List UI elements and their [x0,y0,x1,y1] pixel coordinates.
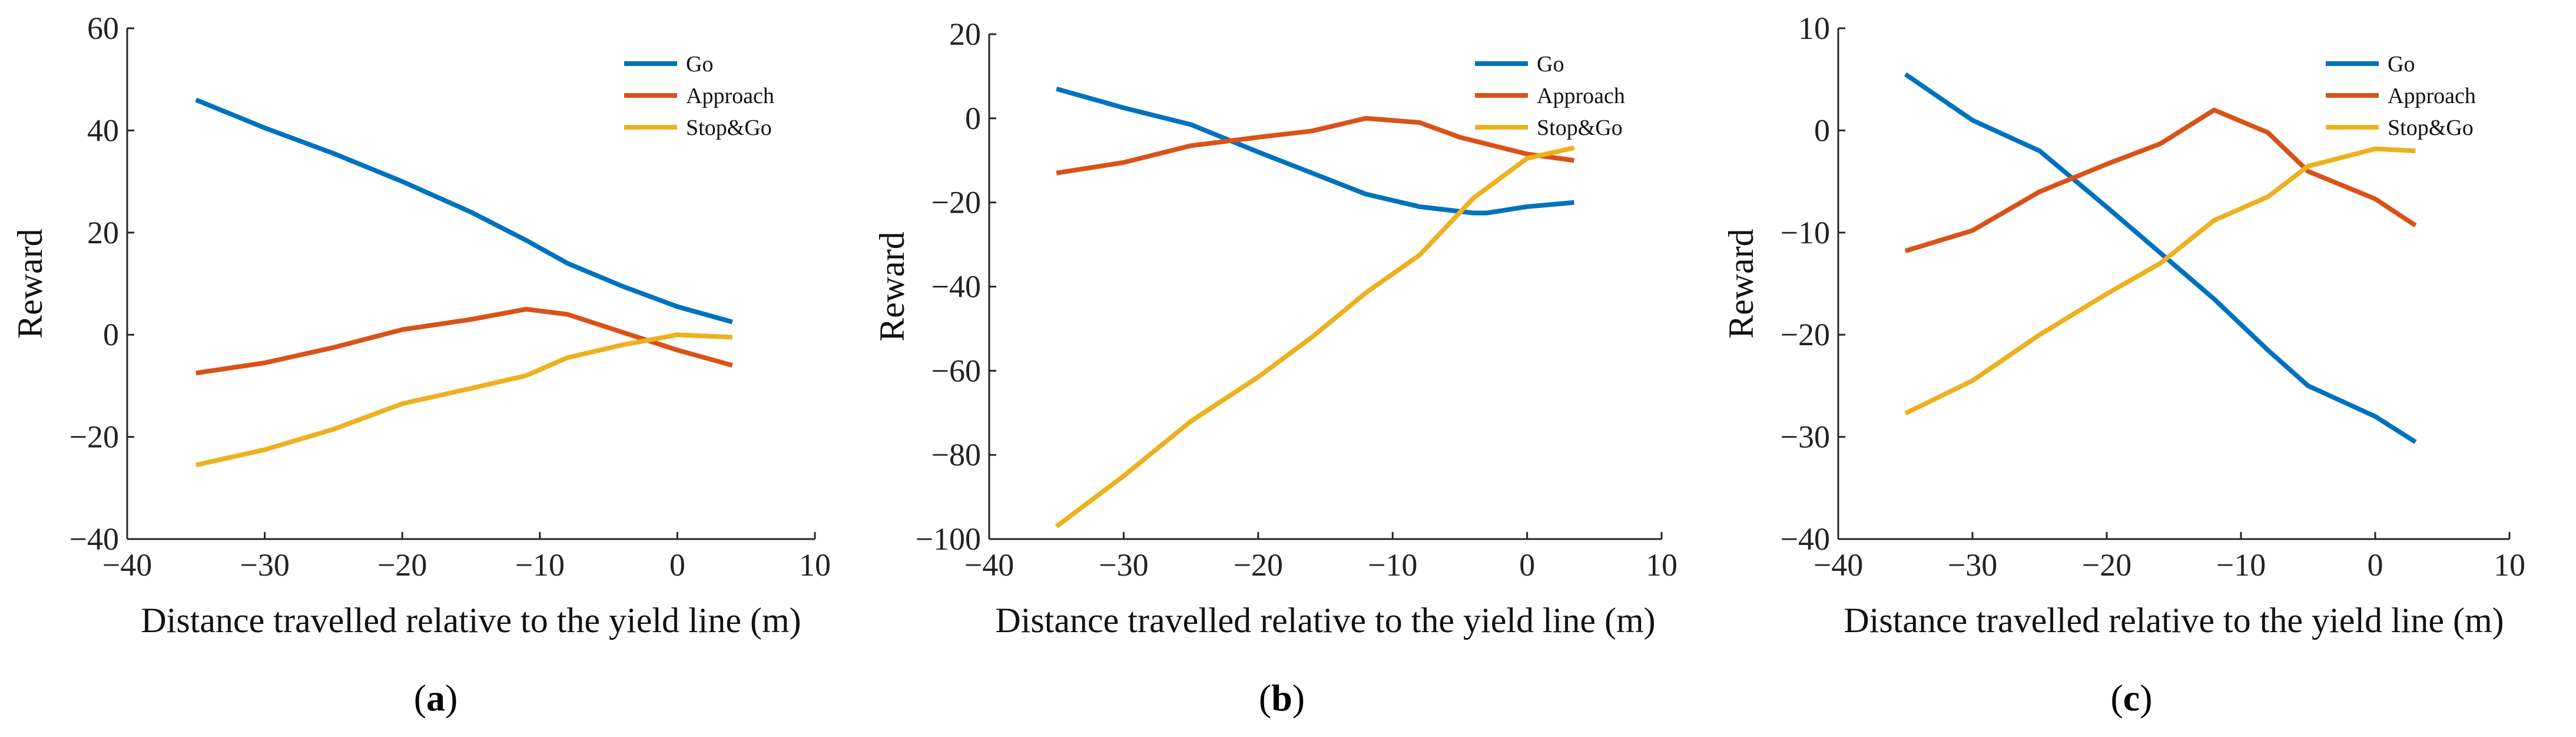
x-axis-label: Distance travelled relative to the yield… [995,601,1655,640]
x-axis-label: Distance travelled relative to the yield… [1844,601,2504,640]
x-tick-label: −30 [1948,547,1997,583]
x-tick-label: 0 [1519,547,1535,583]
x-tick-label: −40 [1814,547,1863,583]
legend-entry-label: Go [2388,52,2415,77]
y-tick-label: −60 [931,353,981,388]
legend-entry-label: Stop&Go [2388,115,2474,140]
x-tick-label: −10 [1368,547,1417,583]
panel-label: (b) [1259,677,1305,719]
x-tick-label: 10 [799,547,831,583]
x-tick-label: −10 [515,547,565,583]
legend-entry-label: Approach [2388,84,2476,108]
y-tick-label: 20 [949,16,981,52]
y-tick-label: 40 [87,113,119,148]
y-tick-label: −20 [1781,317,1830,352]
x-tick-label: 0 [669,547,685,583]
legend-entry-label: Go [1537,52,1564,77]
series-line-go [1056,86,1574,216]
y-tick-label: −80 [931,437,981,472]
x-axis-label: Distance travelled relative to the yield… [141,601,801,640]
series-line-stop-go [1055,145,1575,528]
x-tick-label: 0 [2368,547,2383,583]
legend-entry-label: Go [686,52,713,77]
y-tick-label: −40 [1781,521,1830,557]
legend-entry-label: Stop&Go [1537,115,1623,140]
chart-panel-a: −40 −30 −20 −10 0 10 −40 −20 0 20 40 60 Distance tra… [11,11,831,719]
y-tick-label: 0 [103,317,119,352]
x-tick-label: −20 [377,547,427,583]
y-axis-label: Reward [873,232,911,342]
y-axis-label: Reward [1722,229,1761,339]
chart-panel-b: −40 −30 −20 −10 0 10−100−80−60−40−20020Distan… [873,16,1677,719]
series-line-stop-go [195,332,732,468]
panel-label-letter: b [1271,677,1292,719]
y-tick-label: −30 [1781,419,1830,455]
panel-label-letter: a [426,677,445,719]
legend-entry-label: Approach [686,84,774,108]
y-tick-label: 0 [1814,113,1830,148]
x-tick-label: −40 [964,547,1014,583]
y-tick-label: −20 [931,185,981,220]
y-tick-label: −20 [69,419,119,455]
panel-label-letter: c [2123,677,2140,719]
legend: Go Approach Stop&Go [2326,52,2476,140]
y-axis-label: Reward [11,229,49,339]
legend: Go Approach Stop&Go [1475,52,1625,140]
series-line-approach [1056,115,1575,176]
legend: Go Approach Stop&Go [624,52,774,140]
series-line-approach [1904,107,2417,253]
y-tick-label: 60 [87,11,119,46]
y-tick-label: 0 [965,101,981,136]
x-tick-label: −20 [2082,547,2131,583]
y-tick-label: −40 [931,269,981,305]
x-tick-label: −10 [2216,547,2266,583]
x-tick-label: −30 [1099,547,1148,583]
series-line-go [195,97,733,325]
x-tick-label: 10 [1646,547,1677,583]
y-tick-label: −100 [916,521,981,557]
series-line-stop-go [1904,146,2416,416]
panel-label: (c) [2110,677,2152,719]
chart-panel-c: −40 −30 −20 −10 0 10 −40 −30 −20 −10 0 10 Distance t… [1722,11,2525,719]
x-tick-label: −20 [1234,547,1283,583]
legend-entry-label: Approach [1537,84,1625,108]
x-tick-label: −40 [102,547,152,583]
x-tick-label: 10 [2494,547,2525,583]
y-tick-label: 10 [1798,11,1830,46]
y-tick-label: −40 [69,521,119,557]
panel-label: (a) [414,677,458,719]
legend-entry-label: Stop&Go [686,115,772,140]
y-tick-label: −10 [1781,215,1830,250]
x-tick-label: −30 [240,547,289,583]
series-line-go [1904,72,2417,444]
y-tick-label: 20 [87,215,119,250]
